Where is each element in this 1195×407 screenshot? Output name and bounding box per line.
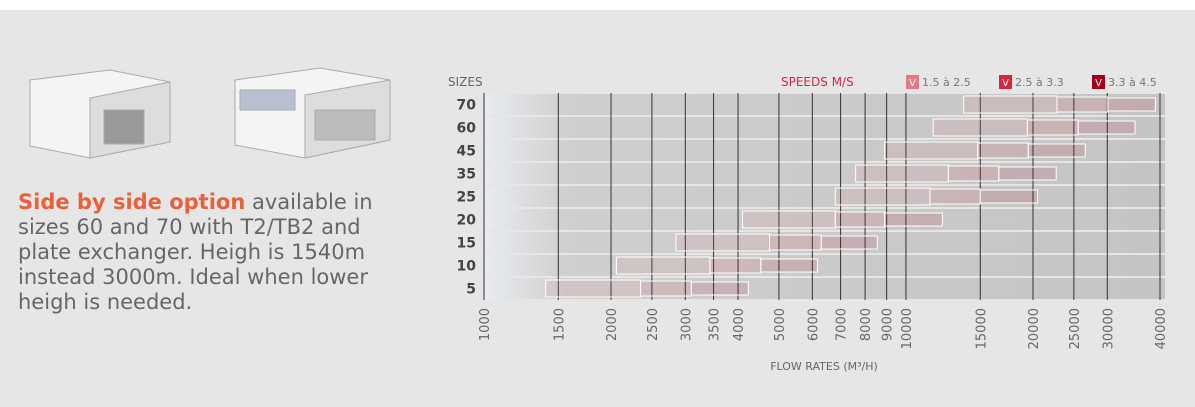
x-tick-label: 3000 bbox=[679, 308, 694, 341]
speed-range bbox=[856, 165, 949, 182]
size-label: 25 bbox=[457, 190, 476, 206]
speed-range bbox=[980, 190, 1037, 203]
legend-label: 2.5 à 3.3 bbox=[1015, 76, 1064, 89]
x-tick-label: 8000 bbox=[859, 308, 874, 341]
speed-range bbox=[930, 189, 980, 204]
legend-label: 1.5 à 2.5 bbox=[922, 76, 971, 89]
x-tick-label: 20000 bbox=[1027, 308, 1042, 349]
speed-range bbox=[676, 234, 770, 251]
speed-range bbox=[616, 257, 709, 274]
speed-range bbox=[978, 143, 1029, 158]
speed-range bbox=[885, 213, 943, 226]
size-label: 20 bbox=[457, 213, 477, 229]
speed-range bbox=[691, 282, 748, 295]
row-band bbox=[484, 163, 1165, 184]
x-tick-label: 3500 bbox=[708, 308, 723, 341]
speed-range bbox=[948, 166, 999, 181]
speed-range bbox=[1078, 121, 1135, 134]
size-label: 15 bbox=[457, 236, 476, 252]
speed-range bbox=[1108, 98, 1155, 111]
speed-range bbox=[1057, 97, 1108, 112]
y-axis-label: SIZES bbox=[448, 75, 483, 89]
speed-range bbox=[835, 212, 884, 227]
legend-title: SPEEDS M/S bbox=[781, 75, 854, 89]
speed-range bbox=[710, 258, 761, 273]
speed-range bbox=[770, 235, 822, 250]
speed-range bbox=[964, 96, 1057, 113]
legend-label: 3.3 à 4.5 bbox=[1108, 76, 1157, 89]
x-tick-label: 15000 bbox=[974, 308, 989, 349]
size-label: 70 bbox=[457, 98, 477, 114]
x-tick-label: 40000 bbox=[1154, 308, 1169, 349]
size-label: 5 bbox=[466, 282, 476, 298]
legend-marker: V bbox=[1002, 78, 1009, 89]
speed-range bbox=[1027, 120, 1078, 135]
chart: SIZES SPEEDS M/S FLOW RATES (M³/H) 70 60 4… bbox=[0, 0, 1195, 407]
legend-marker: V bbox=[909, 78, 916, 89]
speed-range bbox=[761, 259, 818, 272]
speed-range bbox=[885, 142, 978, 159]
legend-marker: V bbox=[1095, 78, 1102, 89]
speed-range bbox=[835, 188, 930, 205]
page: {"description":{"highlight":"Side by sid… bbox=[0, 0, 1195, 407]
size-label: 35 bbox=[457, 167, 476, 183]
x-tick-label: 5000 bbox=[773, 308, 788, 341]
row-band bbox=[484, 186, 1165, 207]
size-label: 60 bbox=[457, 121, 477, 137]
speed-range bbox=[743, 211, 836, 228]
speed-range bbox=[546, 280, 641, 297]
x-tick-label: 30000 bbox=[1101, 308, 1116, 349]
x-tick-label: 9000 bbox=[881, 308, 896, 341]
x-axis-label: FLOW RATES (M³/H) bbox=[770, 360, 878, 373]
speed-range bbox=[999, 167, 1056, 180]
x-tick-label: 2000 bbox=[605, 308, 620, 341]
speed-range bbox=[933, 119, 1027, 136]
x-tick-label: 6000 bbox=[806, 308, 821, 341]
x-tick-label: 25000 bbox=[1068, 308, 1083, 349]
speed-range bbox=[1028, 144, 1085, 157]
x-tick-label: 1500 bbox=[552, 308, 567, 341]
row-band bbox=[484, 255, 1165, 276]
size-label: 45 bbox=[457, 144, 476, 160]
speed-range bbox=[821, 236, 877, 249]
x-tick-label: 4000 bbox=[732, 308, 747, 341]
size-label: 10 bbox=[457, 259, 477, 275]
x-tick-label: 1000 bbox=[478, 308, 493, 341]
x-tick-label: 2500 bbox=[646, 308, 661, 341]
speed-range bbox=[641, 281, 692, 296]
x-tick-label: 7000 bbox=[835, 308, 850, 341]
x-tick-label: 10000 bbox=[900, 308, 915, 349]
